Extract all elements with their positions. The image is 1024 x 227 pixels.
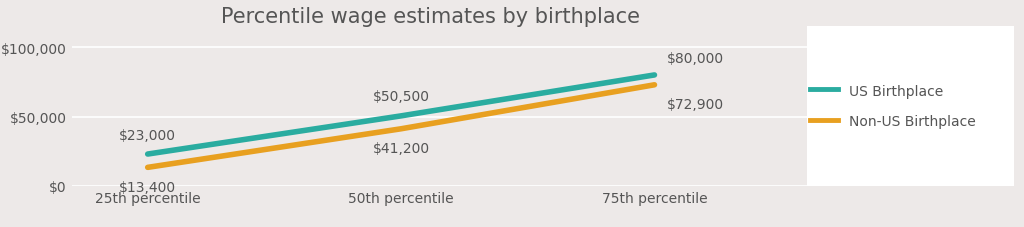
Text: Percentile wage estimates by birthplace: Percentile wage estimates by birthplace xyxy=(220,7,640,27)
Text: $41,200: $41,200 xyxy=(373,142,430,155)
Text: $23,000: $23,000 xyxy=(119,128,176,142)
Text: $72,900: $72,900 xyxy=(668,98,724,112)
Legend: US Birthplace, Non-US Birthplace: US Birthplace, Non-US Birthplace xyxy=(803,78,983,136)
Text: $50,500: $50,500 xyxy=(373,90,430,104)
Text: $13,400: $13,400 xyxy=(119,180,176,194)
Text: $80,000: $80,000 xyxy=(668,52,724,66)
